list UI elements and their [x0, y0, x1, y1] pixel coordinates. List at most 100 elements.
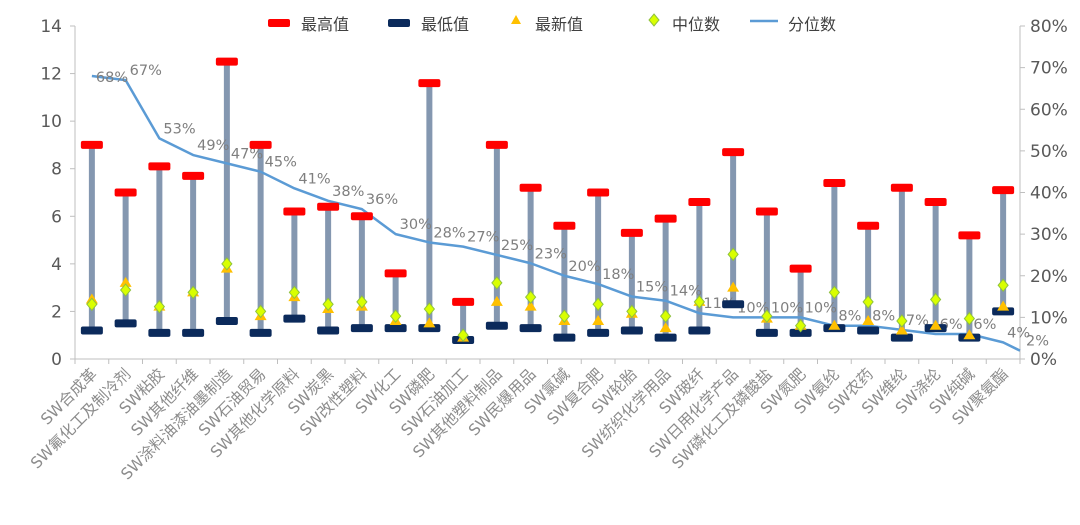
percentile-data-label: 47% [231, 146, 263, 162]
max-marker [384, 269, 407, 278]
min-marker [755, 328, 778, 337]
min-marker [80, 326, 103, 335]
percentile-data-label: 30% [400, 217, 432, 233]
latest-marker [490, 295, 503, 306]
median-marker [86, 297, 98, 312]
min-marker [553, 333, 576, 342]
median-marker [761, 309, 773, 323]
y-right-tick-label: 50% [1030, 142, 1068, 162]
max-marker [452, 297, 475, 306]
percentile-data-label: 45% [265, 155, 297, 171]
min-marker [114, 319, 137, 328]
max-marker [789, 264, 812, 273]
max-marker [587, 188, 610, 197]
y-right-tick-label: 80% [1030, 17, 1068, 37]
min-marker [992, 307, 1015, 316]
median-marker [963, 311, 976, 326]
max-marker [350, 212, 373, 221]
percentile-series: 68% 67%53%49%47%45%41%38%36%30%28% 27%25%2… [91, 63, 1049, 352]
y-left-tick-label: 12 [40, 65, 62, 85]
percentile-data-label: 15% [636, 280, 668, 296]
percentile-data-label: 67% [130, 63, 162, 79]
max-marker [317, 202, 340, 211]
max-marker [924, 198, 947, 207]
max-marker [958, 231, 981, 240]
median-marker [221, 257, 233, 271]
legend-median-marker [648, 13, 660, 27]
min-marker [249, 328, 272, 337]
latest-marker [659, 322, 672, 333]
latest-marker [119, 276, 132, 287]
max-marker [890, 183, 913, 192]
legend-item-min: 最低值 [388, 15, 469, 34]
legend: 最高值 最低值 最新值 中位数 分位数 [268, 13, 836, 34]
y-left-tick-label: 10 [40, 112, 62, 132]
max-marker [80, 140, 103, 149]
median-marker [153, 299, 166, 314]
percentile-data-label: 6% [973, 317, 996, 333]
percentile-data-label: 18% [602, 267, 634, 283]
y-left-tick-label: 2 [51, 302, 62, 322]
percentile-data-label: 10% [737, 300, 769, 316]
percentile-data-label: 27% [467, 230, 499, 246]
percentile-data-label: 68% [96, 70, 128, 86]
max-marker [148, 162, 171, 171]
y-right-tick-label: 60% [1030, 100, 1068, 120]
median-marker [727, 247, 739, 262]
legend-item-latest: 最新值 [511, 15, 583, 34]
median-marker [524, 290, 537, 304]
max-marker [755, 207, 778, 216]
max-marker [688, 198, 711, 207]
y-left-tick-label: 0 [51, 350, 62, 370]
median-marker [119, 283, 132, 297]
max-marker [283, 207, 306, 216]
median-marker [592, 297, 604, 312]
percentile-data-label: 38% [332, 184, 364, 200]
median-marker [288, 285, 301, 300]
latest-marker [963, 329, 976, 340]
min-marker [350, 324, 373, 333]
y-left-tick-label: 4 [51, 255, 62, 275]
min-marker [148, 328, 171, 337]
min-marker [317, 326, 340, 335]
y-left-tick-label: 14 [40, 17, 62, 37]
percentile-line [91, 74, 1021, 352]
min-marker [283, 314, 306, 323]
y-right-tick-label: 70% [1030, 59, 1068, 79]
y-right-tick-label: 20% [1030, 267, 1068, 287]
min-marker [215, 316, 238, 325]
y-left-tick-label: 6 [51, 207, 62, 227]
max-marker [992, 186, 1015, 195]
median-marker [693, 295, 706, 309]
max-marker [519, 183, 542, 192]
max-marker [722, 148, 745, 157]
y-right-tick-label: 40% [1030, 184, 1068, 204]
median-marker [558, 309, 571, 323]
percentile-data-label: 20% [568, 259, 600, 275]
legend-latest-label: 最新值 [535, 15, 583, 34]
percentile-data-label: 23% [535, 246, 567, 262]
median-marker [322, 297, 334, 312]
percentile-data-label: 41% [298, 171, 330, 187]
latest-marker [423, 317, 436, 328]
legend-item-max: 最高值 [268, 15, 349, 34]
median-marker [356, 295, 368, 309]
median-marker [254, 304, 267, 319]
legend-median-label: 中位数 [672, 15, 720, 34]
latest-marker [895, 324, 908, 335]
max-marker [654, 214, 677, 223]
median-marker [626, 304, 638, 319]
latest-marker [592, 314, 605, 325]
median-marker [929, 292, 942, 307]
percentile-data-label: 25% [501, 238, 533, 254]
percentile-data-label: 10% [771, 300, 803, 316]
min-marker [485, 321, 508, 330]
max-marker [418, 79, 441, 88]
min-marker [519, 324, 542, 333]
legend-item-percentile: 分位数 [750, 15, 836, 34]
max-marker [857, 221, 880, 230]
min-marker [620, 326, 643, 335]
percentile-data-label: 53% [163, 121, 195, 137]
latest-marker [727, 281, 740, 292]
y-left-tick-label: 8 [51, 160, 62, 180]
